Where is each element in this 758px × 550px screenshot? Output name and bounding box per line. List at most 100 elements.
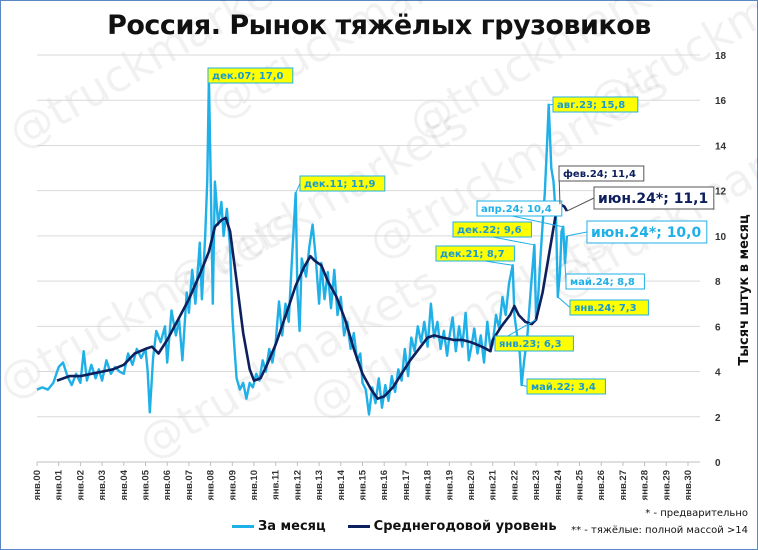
data-label-callout: апр.24; 10,4 bbox=[476, 200, 564, 228]
footnote-heavy-definition: ** - тяжёлые: полной массой >14 bbox=[571, 525, 748, 536]
callout-label: дек.11; 11,9 bbox=[304, 179, 376, 190]
y-axis-ticks: 0 2 4 6 8 10 12 14 16 18 bbox=[715, 51, 727, 469]
x-tick-label: янв.24 bbox=[553, 469, 564, 500]
data-label-callout: фев.24; 11,4 bbox=[558, 165, 645, 205]
x-tick-label: янв.18 bbox=[423, 470, 434, 500]
callout-label: июн.24*; 10,0 bbox=[591, 225, 701, 241]
legend-item-average: Среднегодовой уровень bbox=[347, 519, 557, 534]
callout-box bbox=[552, 96, 639, 113]
y-tick-label: 12 bbox=[715, 187, 727, 198]
callout-label: фев.24; 11,4 bbox=[563, 168, 636, 180]
x-tick-label: янв.13 bbox=[314, 470, 325, 500]
x-tick-label: янв.16 bbox=[379, 470, 390, 500]
callout-box bbox=[435, 245, 515, 262]
data-label-callout: дек.07; 17,0 bbox=[207, 67, 294, 84]
callout-box bbox=[586, 220, 708, 244]
callout-leader-line bbox=[521, 384, 528, 387]
x-tick-label: янв.09 bbox=[227, 470, 238, 500]
x-tick-label: янв.14 bbox=[336, 469, 347, 500]
data-label-callout: дек.22; 9,6 bbox=[452, 221, 535, 246]
data-label-callout: дек.11; 11,9 bbox=[295, 175, 386, 194]
x-tick-label: янв.01 bbox=[54, 469, 65, 500]
callout-leader-line bbox=[566, 231, 588, 237]
x-tick-label: янв.25 bbox=[575, 469, 586, 500]
data-label-callout: янв.24; 7,3 bbox=[557, 296, 649, 316]
callout-label: янв.23; 6,3 bbox=[499, 339, 562, 350]
x-tick-label: янв.23 bbox=[531, 470, 542, 500]
callout-label: дек.22; 9,6 bbox=[457, 225, 522, 236]
x-tick-label: янв.22 bbox=[509, 470, 520, 500]
x-tick-label: янв.20 bbox=[466, 470, 477, 500]
callout-label: май.22; 3,4 bbox=[531, 382, 596, 393]
y-tick-label: 2 bbox=[715, 413, 721, 424]
y-tick-label: 10 bbox=[715, 232, 727, 243]
legend-label-monthly: За месяц bbox=[258, 519, 326, 534]
x-tick-label: янв.30 bbox=[683, 470, 694, 500]
callout-label: дек.07; 17,0 bbox=[212, 71, 284, 82]
x-tick-label: янв.03 bbox=[97, 470, 108, 500]
data-label-callout: авг.23; 15,8 bbox=[548, 96, 639, 113]
series-layer bbox=[36, 76, 569, 416]
callout-leader-line bbox=[557, 296, 571, 308]
callout-label: авг.23; 15,8 bbox=[557, 100, 625, 111]
x-tick-label: янв.07 bbox=[184, 470, 195, 500]
legend-swatch-monthly bbox=[232, 525, 254, 528]
callout-leader-line bbox=[295, 183, 301, 194]
legend: За месяц Среднегодовой уровень bbox=[232, 519, 557, 534]
x-tick-label: янв.26 bbox=[596, 470, 607, 500]
x-tick-label: янв.06 bbox=[162, 470, 173, 500]
y-tick-label: 0 bbox=[715, 458, 721, 469]
callout-box bbox=[207, 67, 294, 84]
x-tick-label: янв.12 bbox=[292, 470, 303, 500]
y-tick-label: 14 bbox=[715, 141, 727, 152]
x-tick-label: янв.17 bbox=[401, 470, 412, 500]
callout-box bbox=[452, 221, 532, 238]
annotations-layer: дек.07; 17,0 дек.11; 11,9 дек.21; 8,7 дек.2… bbox=[207, 67, 715, 395]
x-tick-label: янв.27 bbox=[618, 470, 629, 500]
x-tick-label: янв.29 bbox=[661, 470, 672, 500]
x-tick-label: янв.00 bbox=[32, 470, 43, 500]
callout-label: апр.24; 10,4 bbox=[481, 204, 552, 215]
x-tick-label: янв.10 bbox=[249, 470, 260, 500]
y-tick-label: 16 bbox=[715, 96, 727, 107]
x-tick-label: янв.04 bbox=[119, 469, 130, 500]
data-label-callout: май.24; 8,8 bbox=[564, 262, 645, 290]
y-tick-label: 6 bbox=[715, 322, 721, 333]
callout-label: дек.21; 8,7 bbox=[440, 249, 505, 260]
data-label-callout: июн.24*; 10,0 bbox=[566, 220, 708, 244]
data-label-callout: дек.21; 8,7 bbox=[435, 245, 515, 266]
x-tick-label: янв.11 bbox=[271, 469, 282, 500]
series-average-line bbox=[56, 202, 569, 400]
callout-box bbox=[526, 378, 606, 395]
callout-label: июн.24*; 11,1 bbox=[598, 191, 708, 207]
legend-swatch-average bbox=[347, 525, 370, 528]
x-tick-label: янв.28 bbox=[640, 470, 651, 500]
footnotes: * - предварительно ** - тяжёлые: полной … bbox=[571, 505, 748, 539]
callout-box bbox=[494, 335, 574, 352]
callout-leader-line bbox=[566, 197, 595, 212]
callout-box bbox=[476, 200, 563, 217]
data-label-callout: май.22; 3,4 bbox=[521, 378, 606, 395]
callout-box bbox=[558, 165, 645, 182]
chart-title: Россия. Рынок тяжёлых грузовиков bbox=[107, 10, 651, 41]
callout-label: янв.24; 7,3 bbox=[574, 303, 637, 314]
data-label-callout: янв.23; 6,3 bbox=[494, 319, 574, 352]
callout-label: май.24; 8,8 bbox=[570, 277, 635, 288]
x-tick-label: янв.15 bbox=[358, 469, 369, 500]
y-tick-label: 8 bbox=[715, 277, 721, 288]
x-tick-label: янв.02 bbox=[75, 470, 86, 500]
callout-box bbox=[565, 273, 645, 290]
callout-box bbox=[593, 186, 715, 210]
data-label-callout: июн.24*; 11,1 bbox=[566, 186, 715, 212]
footnote-preliminary: * - предварительно bbox=[645, 508, 748, 519]
x-tick-label: янв.19 bbox=[444, 470, 455, 500]
y-axis-label: Тысяч штук в месяц bbox=[737, 214, 752, 366]
y-tick-label: 4 bbox=[715, 368, 721, 379]
callout-box bbox=[569, 299, 649, 316]
legend-item-monthly: За месяц bbox=[232, 519, 326, 534]
x-tick-label: янв.05 bbox=[141, 469, 152, 500]
series-monthly-line bbox=[36, 76, 569, 416]
x-axis: янв.00 янв.01 янв.02 янв.03 янв.04 янв.05 янв.… bbox=[32, 461, 700, 500]
legend-label-average: Среднегодовой уровень bbox=[373, 519, 557, 534]
x-tick-label: янв.21 bbox=[488, 469, 499, 500]
